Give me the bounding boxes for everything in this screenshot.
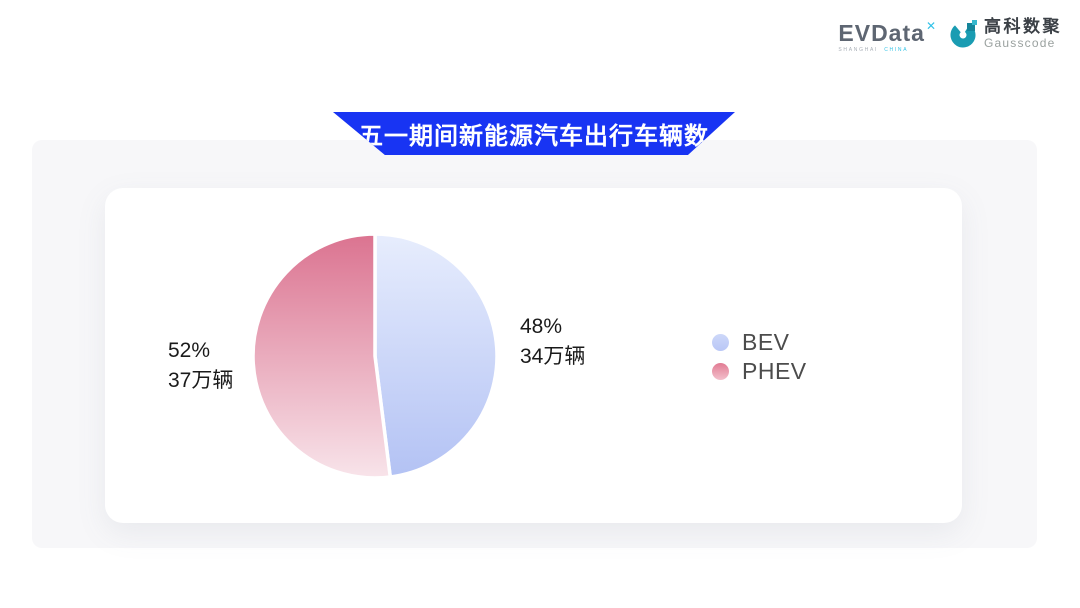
gausscode-g-icon xyxy=(950,19,977,47)
chart-legend: BEV PHEV xyxy=(712,328,807,384)
legend-label-bev: BEV xyxy=(742,328,790,355)
gausscode-logo: 高科数聚 Gausscode xyxy=(950,18,1062,49)
gausscode-logo-en: Gausscode xyxy=(984,36,1056,50)
header-logos: EVData ✕ SHANGHAI CHINA 高科数聚 Gausscode xyxy=(838,18,1062,53)
gausscode-logo-cn: 高科数聚 xyxy=(984,17,1062,36)
pie-label-bev: 48% 34万辆 xyxy=(520,312,585,372)
legend-label-phev: PHEV xyxy=(742,357,807,384)
evdata-logo: EVData ✕ SHANGHAI CHINA xyxy=(838,19,936,53)
legend-item-phev: PHEV xyxy=(712,357,807,384)
pie-chart-container xyxy=(240,221,510,491)
title-banner: 五一期间新能源汽车出行车辆数 xyxy=(333,112,735,155)
legend-item-bev: BEV xyxy=(712,328,807,355)
legend-dot-phev-icon xyxy=(712,362,729,380)
evdata-logo-subtext: SHANGHAI CHINA xyxy=(838,47,909,53)
legend-dot-bev-icon xyxy=(712,333,729,351)
pie-label-phev: 52% 37万辆 xyxy=(168,336,233,396)
chart-card xyxy=(105,188,962,523)
evdata-x-icon: ✕ xyxy=(925,19,936,33)
pie-chart xyxy=(251,232,499,480)
pie-label-bev-value: 34万辆 xyxy=(520,345,586,368)
pie-label-bev-percent: 48% xyxy=(520,315,563,338)
pie-label-phev-value: 37万辆 xyxy=(168,369,234,392)
evdata-logo-text: EVData xyxy=(838,20,925,46)
page-title: 五一期间新能源汽车出行车辆数 xyxy=(359,123,709,150)
pie-label-phev-percent: 52% xyxy=(168,339,211,362)
